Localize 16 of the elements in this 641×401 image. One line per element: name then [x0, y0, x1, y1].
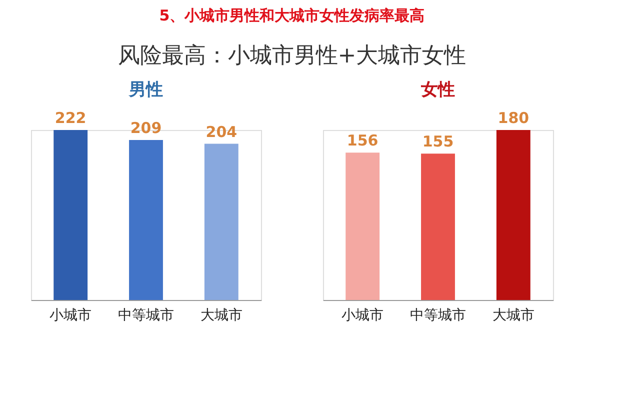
data-label: 155	[422, 132, 454, 151]
text: 5、小城市男性和大城市女性发病率最高	[159, 6, 425, 24]
x-tick-label: 小城市	[50, 308, 92, 324]
data-label: 209	[130, 118, 162, 137]
x-tick-label: 中等城市	[410, 308, 466, 324]
data-label: 222	[54, 109, 86, 127]
x-tick-label: 大城市	[492, 308, 534, 324]
x-tick-label: 大城市	[200, 308, 242, 324]
x-tick-label: 小城市	[342, 308, 384, 324]
data-label: 180	[498, 109, 530, 127]
chart-title: 男性	[128, 80, 163, 100]
data-label: 204	[206, 122, 238, 141]
x-tick-label: 中等城市	[118, 308, 174, 324]
chart-title: 女性	[420, 80, 455, 100]
data-label: 156	[346, 132, 378, 150]
text: 风险最高：小城市男性+大城市女性	[118, 44, 466, 68]
